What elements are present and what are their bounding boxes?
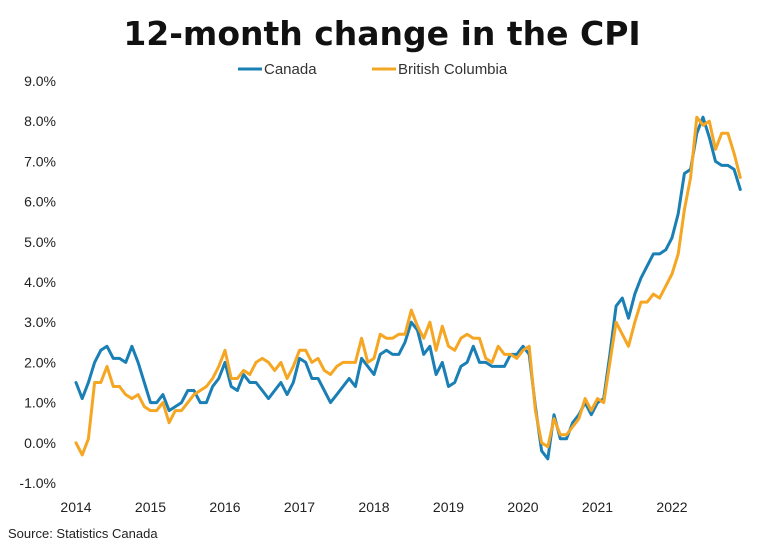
y-tick-label: 9.0% [24, 73, 56, 89]
x-tick-label: 2022 [656, 499, 687, 515]
y-tick-label: 2.0% [24, 354, 56, 370]
x-tick-label: 2020 [507, 499, 538, 515]
y-tick-label: -1.0% [19, 475, 56, 491]
legend-label-canada: Canada [264, 61, 317, 78]
y-tick-label: 7.0% [24, 153, 56, 169]
series-line-canada [74, 115, 742, 461]
x-tick-label: 2019 [433, 499, 464, 515]
y-tick-label: 4.0% [24, 274, 56, 290]
series-line-british-columbia [74, 115, 742, 457]
y-tick-label: 6.0% [24, 194, 56, 210]
y-tick-label: 1.0% [24, 395, 56, 411]
y-tick-label: 3.0% [24, 314, 56, 330]
x-tick-label: 2021 [582, 499, 613, 515]
x-tick-label: 2018 [358, 499, 389, 515]
x-tick-label: 2017 [284, 499, 315, 515]
y-tick-label: 5.0% [24, 234, 56, 250]
x-tick-label: 2014 [60, 499, 91, 515]
y-tick-label: 0.0% [24, 435, 56, 451]
legend-label-british-columbia: British Columbia [398, 61, 508, 78]
x-axis: 2014 2015 2016 2017 2018 2019 2020 2021 2022 [60, 499, 687, 515]
x-tick-label: 2015 [135, 499, 166, 515]
legend: Canada British Columbia [238, 61, 508, 78]
chart-title: 12-month change in the CPI [123, 14, 640, 53]
x-tick-label: 2016 [209, 499, 240, 515]
y-axis: 9.0% 8.0% 7.0% 6.0% 5.0% 4.0% 3.0% 2.0% 1.0% 0.0%… [19, 73, 56, 491]
series-lines [74, 115, 742, 461]
y-tick-label: 8.0% [24, 113, 56, 129]
source-note: Source: Statistics Canada [8, 526, 158, 541]
